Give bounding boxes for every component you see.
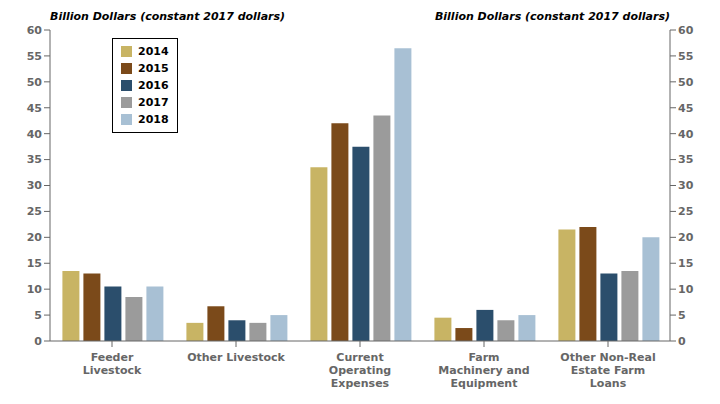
- svg-text:FeederLivestock: FeederLivestock: [83, 351, 142, 377]
- svg-text:Other Non-RealEstate FarmLoans: Other Non-RealEstate FarmLoans: [560, 351, 655, 390]
- svg-text:30: 30: [678, 179, 694, 192]
- svg-text:10: 10: [678, 283, 694, 296]
- svg-text:5: 5: [34, 309, 42, 322]
- svg-text:60: 60: [27, 24, 43, 37]
- svg-text:10: 10: [27, 283, 43, 296]
- svg-text:15: 15: [678, 257, 693, 270]
- html-text:Billion Dollars (constant 2017: Billion Dollars (constant 2017 dollars): [50, 10, 286, 23]
- html-text:2018: 2018: [138, 113, 169, 126]
- html-text:Billion Dollars (constant 2017: Billion Dollars (constant 2017 dollars): [434, 10, 670, 23]
- svg-text:5: 5: [678, 309, 686, 322]
- svg-text:45: 45: [27, 102, 42, 115]
- svg-text:Other Livestock: Other Livestock: [187, 351, 285, 364]
- svg-text:50: 50: [27, 76, 43, 89]
- svg-text:25: 25: [27, 205, 42, 218]
- html-text:2017: 2017: [138, 96, 169, 109]
- svg-text:40: 40: [27, 128, 43, 141]
- html-text:2014: 2014: [138, 45, 169, 58]
- svg-text:60: 60: [678, 24, 694, 37]
- svg-text:35: 35: [27, 153, 42, 166]
- svg-text:15: 15: [27, 257, 42, 270]
- svg-text:CurrentOperatingExpenses: CurrentOperatingExpenses: [329, 351, 391, 390]
- svg-text:30: 30: [27, 179, 43, 192]
- svg-text:40: 40: [678, 128, 694, 141]
- html-text:2015: 2015: [138, 62, 169, 75]
- svg-text:20: 20: [678, 231, 694, 244]
- html-text:2016: 2016: [138, 79, 169, 92]
- svg-text:0: 0: [678, 335, 686, 348]
- svg-text:0: 0: [34, 335, 42, 348]
- svg-text:45: 45: [678, 102, 693, 115]
- svg-text:50: 50: [678, 76, 694, 89]
- svg-text:25: 25: [678, 205, 693, 218]
- svg-text:55: 55: [27, 50, 42, 63]
- svg-text:35: 35: [678, 153, 693, 166]
- svg-text:55: 55: [678, 50, 693, 63]
- svg-text:20: 20: [27, 231, 43, 244]
- svg-text:FarmMachinery andEquipment: FarmMachinery andEquipment: [438, 351, 529, 390]
